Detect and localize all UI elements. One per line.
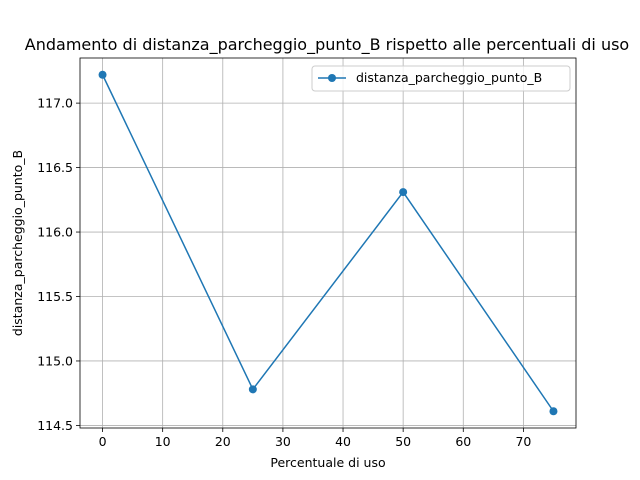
data-point	[399, 188, 408, 197]
x-tick-label: 50	[395, 434, 411, 449]
x-axis-label: Percentuale di uso	[270, 455, 385, 470]
y-tick-label: 116.5	[37, 160, 73, 175]
series-line	[101, 74, 555, 412]
y-tick-label: 117.0	[37, 96, 73, 111]
y-axis-ticks: 114.5 115.0 115.5 116.0 116.5 117.0	[37, 96, 80, 433]
y-tick-label: 114.5	[37, 418, 73, 433]
data-point	[98, 70, 107, 79]
data-series	[98, 70, 558, 416]
legend-box	[311, 65, 571, 92]
x-tick-label: 60	[455, 434, 471, 449]
data-point	[248, 385, 257, 394]
y-tick-label: 116.0	[37, 225, 73, 240]
plot-frame	[79, 57, 577, 429]
x-tick-label: 30	[275, 434, 291, 449]
y-tick-label: 115.5	[37, 289, 73, 304]
x-tick-label: 40	[335, 434, 351, 449]
x-tick-label: 70	[515, 434, 531, 449]
data-point	[549, 407, 558, 416]
legend: distanza_parcheggio_punto_B	[311, 65, 571, 92]
legend-marker-icon	[328, 74, 336, 82]
x-tick-label: 10	[155, 434, 171, 449]
x-axis-ticks: 0 10 20 30 40 50 60 70	[99, 428, 531, 449]
x-tick-label: 20	[215, 434, 231, 449]
chart-title: Andamento di distanza_parcheggio_punto_B…	[25, 35, 629, 55]
y-tick-label: 115.0	[37, 353, 73, 368]
legend-entry: distanza_parcheggio_punto_B	[356, 70, 542, 85]
grid-lines	[80, 58, 576, 428]
x-tick-label: 0	[99, 434, 107, 449]
y-axis-label: distanza_parcheggio_punto_B	[10, 150, 25, 336]
